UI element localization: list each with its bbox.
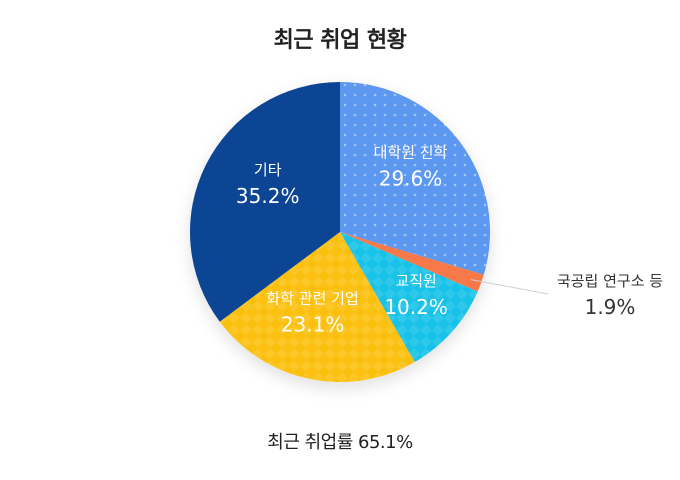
leader-lines bbox=[471, 279, 549, 295]
pie-slice-pattern-대학원-진학 bbox=[340, 82, 491, 275]
slice-value-화학-관련-기업: 23.1% bbox=[281, 313, 345, 337]
slice-value-대학원-진학: 29.6% bbox=[379, 166, 443, 190]
pie-slice-pattern-교직원 bbox=[340, 232, 478, 363]
chart-title: 최근 취업 현황 bbox=[273, 28, 407, 53]
slice-label-화학-관련-기업: 화학 관련 기업 bbox=[266, 290, 358, 308]
pie-slice-pattern-화학-관련-기업 bbox=[219, 232, 415, 383]
slice-label-기타: 기타 bbox=[254, 161, 282, 179]
pie-pattern-overlays bbox=[219, 82, 491, 383]
slice-value-기타: 35.2% bbox=[236, 184, 300, 208]
pie-slice-기타 bbox=[189, 82, 340, 322]
slice-value-교직원: 10.2% bbox=[384, 295, 448, 319]
leader-line-국공립-연구소-등 bbox=[471, 279, 549, 295]
slice-label-대학원-진학: 대학원 진학 bbox=[374, 143, 448, 161]
slice-label-교직원: 교직원 bbox=[395, 272, 436, 290]
pie-slice-국공립-연구소-등 bbox=[340, 232, 484, 292]
chart-footer-employment-rate: 최근 취업률 65.1% bbox=[267, 432, 413, 453]
slice-value-국공립-연구소-등: 1.9% bbox=[585, 295, 636, 319]
slice-label-국공립-연구소-등: 국공립 연구소 등 bbox=[557, 272, 663, 290]
slice-labels: 대학원 진학 29.6% 국공립 연구소 등 1.9% 교직원 10.2% 화학 관련 기업… bbox=[236, 143, 663, 336]
